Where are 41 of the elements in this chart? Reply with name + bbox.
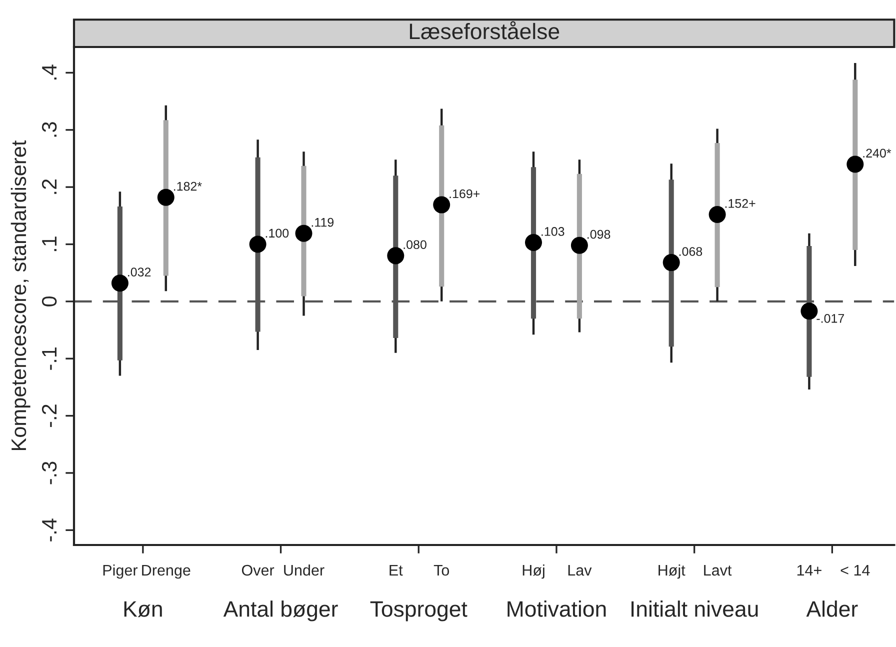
y-axis-title: Kompetencescore, standardiseret <box>10 140 30 450</box>
y-tick-label: -.3 <box>42 462 57 484</box>
x-tick-label: Højt <box>658 564 686 579</box>
data-label: .068 <box>679 247 702 256</box>
data-label: .119 <box>312 218 334 227</box>
x-tick-label: To <box>434 565 450 576</box>
x-tick-label: Lav <box>568 565 592 576</box>
x-tick-label: Piger <box>103 564 138 579</box>
x-tick-label: Under <box>284 564 324 576</box>
text: Motivation <box>508 600 606 617</box>
x-tick-label: Et <box>390 565 403 576</box>
x-tick-label: Lavt <box>704 565 732 576</box>
y-tick-label: .4 <box>42 64 56 80</box>
data-label: .080 <box>404 240 426 250</box>
y-tick-label: .1 <box>42 236 56 252</box>
x-tick-label: Over <box>242 564 274 576</box>
y-tick-label: -.4 <box>42 518 56 542</box>
data-label: .103 <box>542 227 564 236</box>
y-tick-label: -.1 <box>42 347 56 370</box>
data-label: .152+ <box>725 199 756 208</box>
y-tick-label: 0 <box>42 296 57 306</box>
data-label: .240* <box>863 148 892 158</box>
data-label: .100 <box>266 228 289 238</box>
chart-title: Læseforståelse <box>410 21 560 40</box>
y-tick-label: -.2 <box>42 404 56 428</box>
y-tick-label: .3 <box>42 122 57 137</box>
data-label: .032 <box>128 268 151 276</box>
data-label: .169+ <box>450 189 480 198</box>
text: Initialt niveau <box>632 600 758 617</box>
data-label: .098 <box>588 230 610 239</box>
x-tick-label: Drenge <box>142 565 190 579</box>
data-label: -.017 <box>816 314 844 323</box>
text: Antal bøger <box>223 600 338 622</box>
text: Alder <box>806 600 858 617</box>
x-tick-label: 14+ <box>797 565 822 576</box>
data-label: .182* <box>174 182 202 191</box>
x-tick-label: Høj <box>522 564 544 579</box>
x-tick-label: < 14 <box>840 565 870 576</box>
text: Køn <box>124 601 162 618</box>
y-tick-label: .2 <box>42 179 56 194</box>
text: Tosproget <box>370 601 468 622</box>
